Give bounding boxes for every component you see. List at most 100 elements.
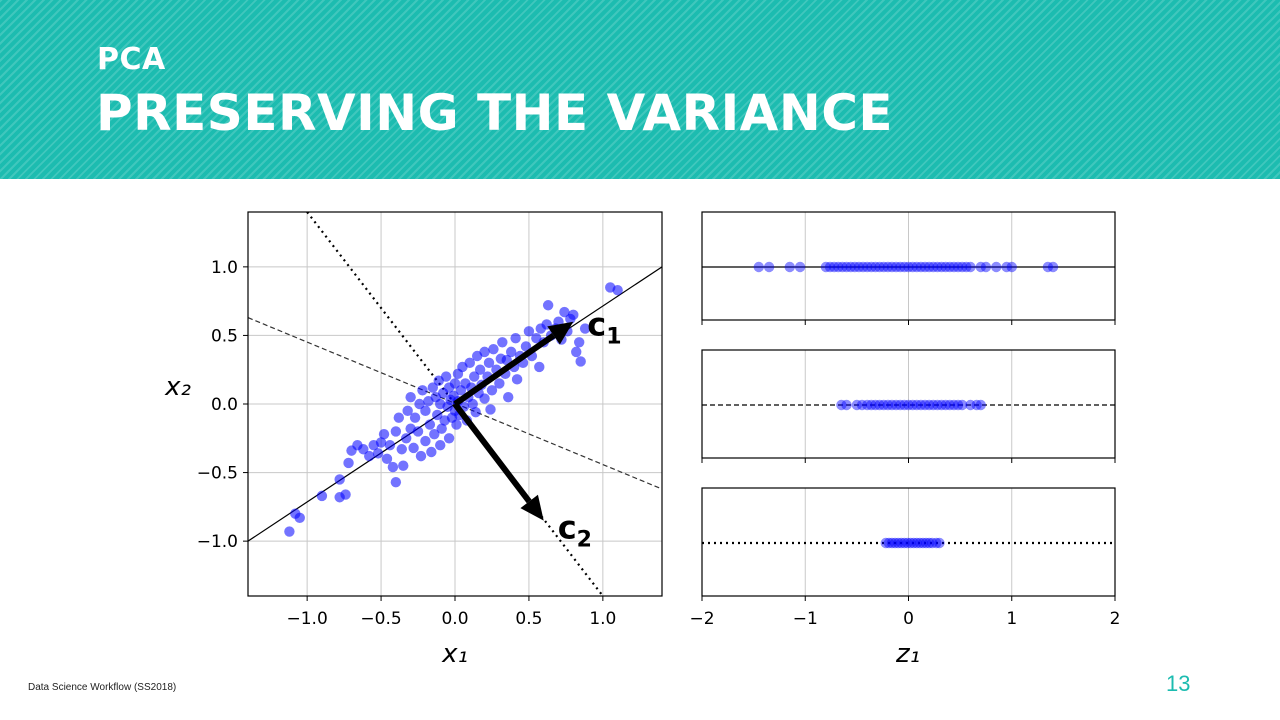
- data-point: [401, 433, 412, 444]
- projected-point: [911, 399, 922, 411]
- projected-point: [841, 261, 852, 273]
- data-point: [420, 405, 431, 417]
- projected-point: [932, 261, 943, 273]
- projected-point: [882, 261, 894, 273]
- data-point: [390, 426, 402, 437]
- data-point: [575, 356, 586, 367]
- projected-point: [902, 537, 913, 549]
- projected-point: [965, 399, 976, 411]
- data-point: [432, 409, 443, 421]
- projected-point: [971, 399, 982, 411]
- data-point: [409, 412, 421, 423]
- left-data-points: [284, 282, 623, 537]
- projected-point: [870, 399, 881, 411]
- projected-point: [784, 261, 795, 273]
- projected-point: [980, 261, 992, 273]
- data-point: [470, 407, 481, 418]
- projected-point: [1001, 261, 1012, 273]
- data-point: [415, 450, 427, 462]
- z-tick-label: 1: [1006, 609, 1017, 629]
- vector-1-shaft: [453, 332, 556, 407]
- data-point: [464, 357, 475, 369]
- data-point: [390, 476, 402, 488]
- data-point: [511, 374, 523, 385]
- data-point: [488, 343, 499, 355]
- projected-point: [907, 261, 918, 273]
- projected-point: [837, 261, 848, 273]
- data-point: [414, 398, 425, 410]
- vector-labels: c1 c2: [558, 306, 622, 553]
- data-point: [284, 526, 295, 537]
- data-point: [523, 326, 535, 337]
- projected-point: [828, 261, 840, 273]
- data-point: [412, 426, 424, 437]
- projected-point: [845, 261, 856, 273]
- vector-subscript: 1: [606, 325, 621, 350]
- x-tick-label: −1.0: [287, 609, 328, 629]
- data-point: [396, 444, 407, 455]
- projected-point: [794, 261, 806, 273]
- data-point: [294, 512, 305, 524]
- projected-point: [886, 261, 898, 273]
- projected-point: [1047, 261, 1059, 273]
- projected-point: [975, 399, 986, 411]
- z-tick-label: 2: [1110, 609, 1121, 629]
- projected-point: [903, 399, 914, 411]
- data-point: [534, 361, 545, 373]
- left-scatter-plot: −1.0 −0.5 0.0 0.5 1.01.00.50.0−0.5−1.0 c1c2 …: [164, 211, 663, 669]
- y-axis-label: x₂: [164, 372, 191, 402]
- slide-title: PRESERVING THE VARIANCE: [96, 84, 894, 142]
- projected-point: [853, 261, 865, 273]
- vector-label-c1: c1: [587, 306, 621, 350]
- data-point: [334, 474, 345, 485]
- projected-point: [948, 399, 960, 411]
- data-point: [427, 382, 439, 393]
- data-point: [429, 428, 440, 440]
- x-tick-label: 0.5: [515, 609, 542, 629]
- data-point: [375, 437, 387, 448]
- projected-point: [895, 399, 906, 411]
- data-point: [398, 460, 409, 471]
- projected-point: [1006, 261, 1017, 273]
- projected-point: [1042, 261, 1054, 273]
- projected-point: [870, 261, 881, 273]
- projected-point: [907, 399, 918, 411]
- projected-point: [940, 261, 951, 273]
- right-projection-panels: −2 −1 0 1 2 z₁: [689, 211, 1120, 669]
- data-point: [372, 448, 384, 459]
- projection-panel-3: [702, 537, 1115, 549]
- data-point: [358, 444, 369, 455]
- projected-point: [915, 261, 927, 273]
- projected-point: [892, 537, 904, 549]
- data-point: [520, 341, 532, 352]
- projected-point: [908, 537, 919, 549]
- x-tick-label: 0.0: [441, 609, 468, 629]
- data-point: [417, 385, 428, 396]
- projected-point: [862, 261, 873, 273]
- projected-point: [936, 399, 947, 411]
- projected-point: [920, 537, 932, 549]
- left-grid: [248, 212, 662, 596]
- projected-point: [919, 261, 931, 273]
- y-tick-label: −0.5: [197, 464, 238, 484]
- data-point: [503, 391, 514, 403]
- data-point: [474, 364, 486, 375]
- projected-point: [965, 261, 976, 273]
- data-point: [579, 323, 591, 334]
- page-number: 13: [1166, 671, 1191, 696]
- right-ticks: −2 −1 0 1 2: [689, 320, 1120, 629]
- projected-point: [923, 537, 935, 549]
- projected-point: [927, 537, 938, 549]
- projected-point: [911, 261, 922, 273]
- projected-point: [932, 399, 943, 411]
- projected-point: [851, 399, 863, 411]
- projected-point: [903, 261, 914, 273]
- projected-point: [899, 399, 910, 411]
- data-point: [485, 404, 496, 415]
- projected-point: [849, 261, 861, 273]
- projected-point: [874, 261, 885, 273]
- data-point: [426, 446, 437, 458]
- data-point: [387, 461, 399, 473]
- footer-text: Data Science Workflow (SS2018): [28, 682, 177, 693]
